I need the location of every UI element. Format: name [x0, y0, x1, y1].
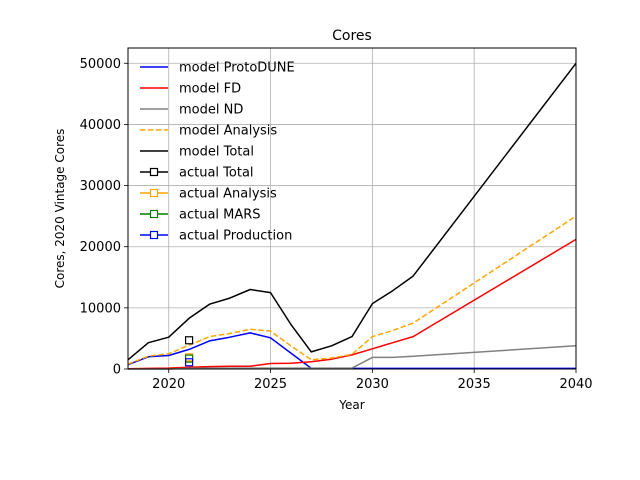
y-tick-label: 50000 — [80, 57, 121, 72]
legend-marker-actual-analysis — [149, 188, 159, 198]
axis-ticks: 2020 2025 2030 2035 2040 0 10000 20000 30000 4000… — [80, 57, 593, 392]
series-line-model-analysis — [127, 215, 577, 365]
y-axis-label: Cores, 2020 Vintage Cores — [53, 129, 67, 289]
x-tick-label: 2025 — [254, 377, 287, 392]
legend-marker-actual-mars — [149, 209, 159, 219]
legend-label-actual-total: actual Total — [179, 166, 254, 181]
plot-area — [128, 48, 576, 369]
x-axis-label: Year — [338, 398, 364, 412]
series-lines — [127, 62, 577, 370]
series-line-model-protodune — [127, 332, 576, 370]
plot-frame — [127, 47, 577, 370]
data-point-actual-total — [184, 336, 194, 345]
x-tick-label: 2040 — [559, 377, 592, 392]
x-tick-label: 2030 — [356, 377, 389, 392]
legend-label-model-protodune: model ProtoDUNE — [179, 61, 295, 76]
legend-label-actual-mars: actual MARS — [179, 208, 261, 223]
data-point-actual-production — [184, 358, 194, 367]
x-tick-label: 2020 — [152, 377, 185, 392]
legend-label-model-analysis: model Analysis — [179, 124, 277, 139]
x-tick-label: 2035 — [458, 377, 491, 392]
y-tick-label: 10000 — [80, 301, 121, 316]
y-tick-label: 0 — [113, 363, 121, 378]
legend-label-model-fd: model FD — [179, 82, 241, 97]
legend-label-model-total: model Total — [179, 145, 254, 160]
legend-marker-actual-production — [149, 230, 159, 240]
series-line-model-fd — [127, 238, 577, 370]
y-tick-label: 20000 — [80, 240, 121, 255]
legend-label-model-nd: model ND — [179, 103, 243, 118]
y-tick-label: 40000 — [80, 118, 121, 133]
legend-marker-actual-total — [149, 167, 159, 177]
legend-label-actual-production: actual Production — [179, 229, 292, 244]
legend: model ProtoDUNE model FD model ND model Ana… — [140, 61, 295, 244]
chart-title: Cores — [332, 28, 372, 44]
legend-label-actual-analysis: actual Analysis — [179, 187, 277, 202]
series-line-model-total — [127, 62, 577, 361]
y-tick-label: 30000 — [80, 179, 121, 194]
